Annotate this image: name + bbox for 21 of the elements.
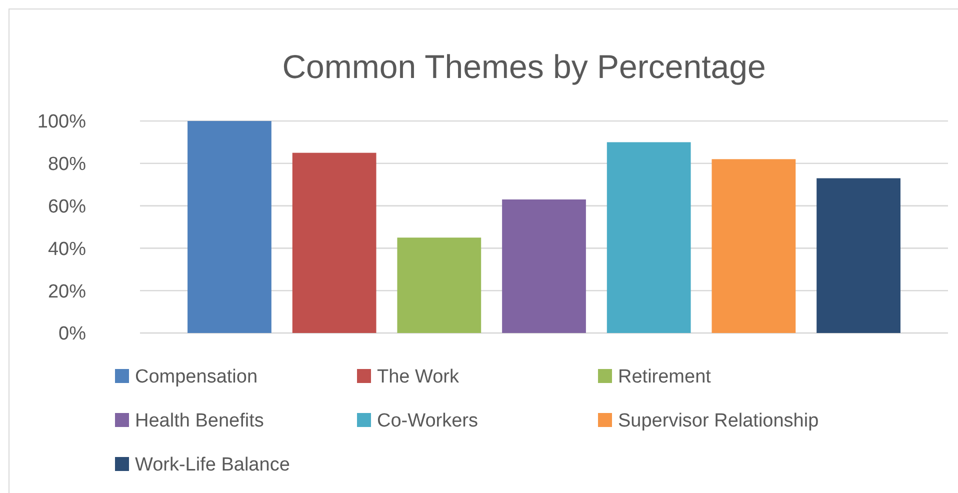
legend-label: The Work [377,366,460,388]
y-tick-label: 60% [48,196,86,218]
y-tick-label: 0% [58,324,86,345]
bar [397,238,482,333]
chart-title: Common Themes by Percentage [282,48,766,85]
legend-label: Retirement [618,366,712,388]
bar [502,199,586,333]
bar [712,159,796,333]
legend-label: Compensation [135,366,258,388]
y-tick-label: 40% [48,238,86,260]
bar [292,152,376,333]
legend-label: Supervisor Relationship [618,410,819,432]
bar [606,142,691,333]
legend-label: Work-Life Balance [135,454,290,476]
bar [816,178,900,333]
y-tick-label: 100% [37,112,86,133]
y-tick-label: 80% [48,154,86,176]
y-tick-label: 20% [48,281,86,302]
bar [188,121,272,333]
legend-label: Health Benefits [135,410,264,432]
legend-label: Co-Workers [377,410,478,432]
